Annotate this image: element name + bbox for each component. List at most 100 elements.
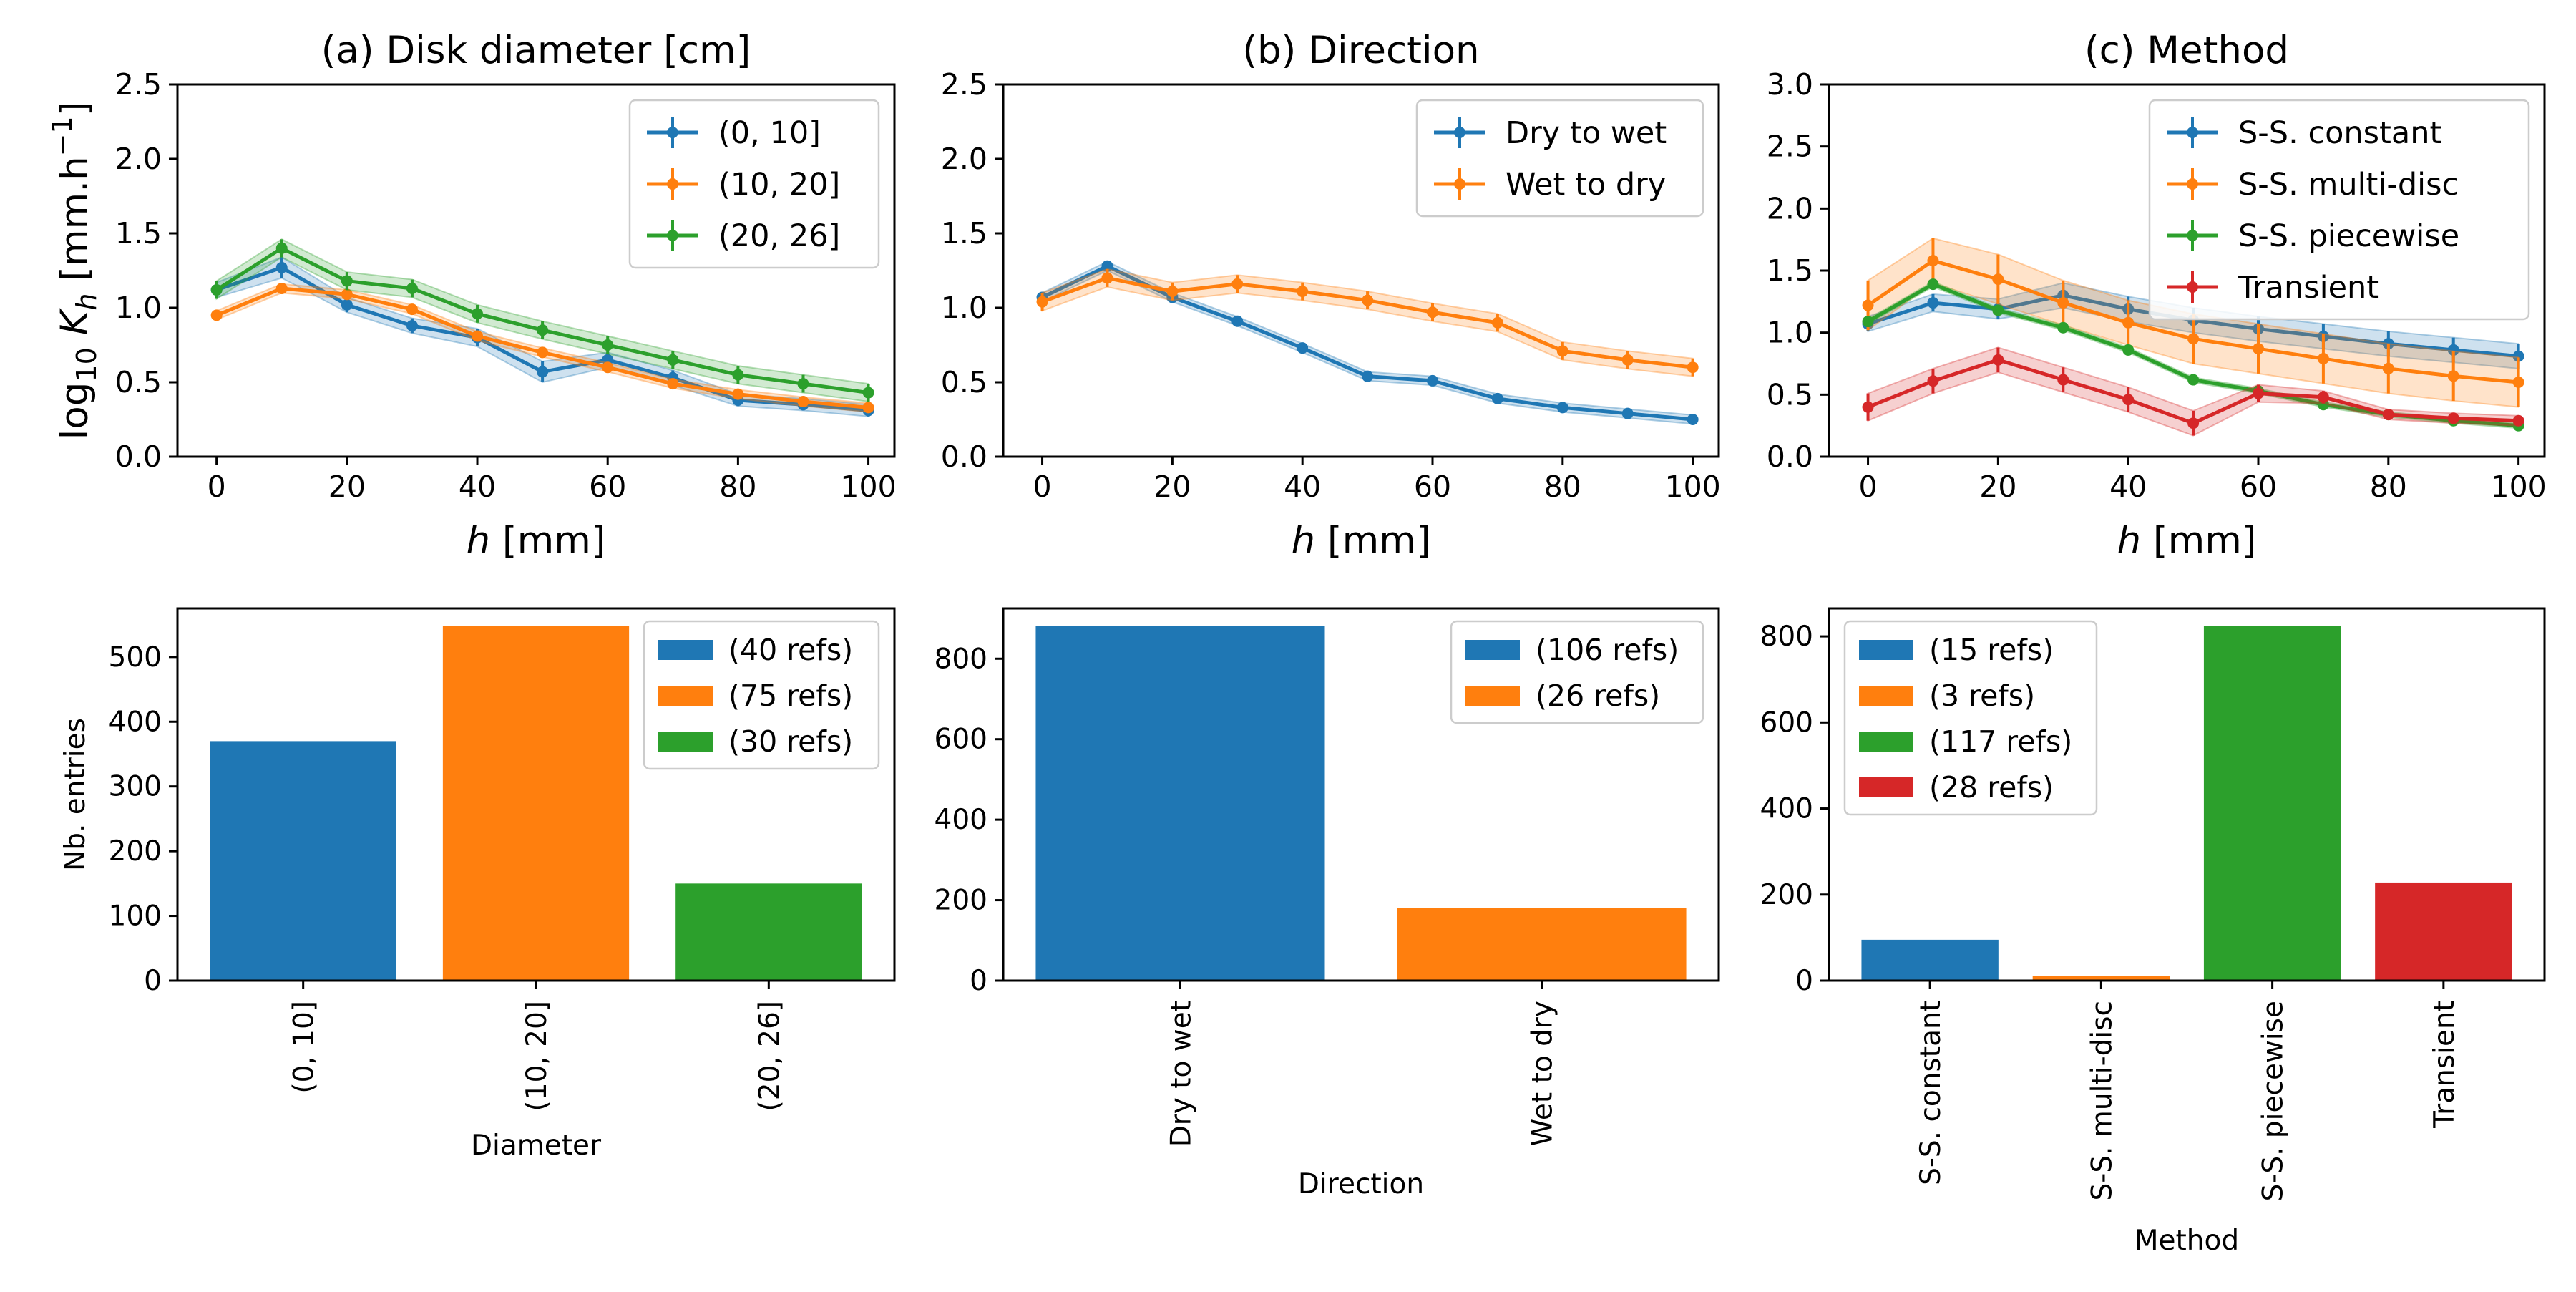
legend-entry: Dry to wet	[1434, 115, 1667, 151]
x-tick-label: (10, 20]	[521, 1001, 553, 1111]
legend-label: (0, 10]	[718, 115, 821, 151]
legend: (0, 10] (10, 20] (20, 26]	[628, 99, 880, 269]
data-point	[797, 378, 809, 390]
legend-marker	[667, 178, 678, 190]
legend-swatch	[1859, 640, 1913, 660]
bar	[1397, 908, 1687, 981]
data-point	[275, 261, 288, 273]
legend-entry: Wet to dry	[1434, 167, 1666, 203]
data-point	[2057, 321, 2069, 334]
y-axis-label: Nb. entries	[59, 718, 92, 871]
data-point	[1362, 370, 1374, 382]
data-point	[537, 366, 549, 378]
x-tick-label: 100	[840, 470, 896, 504]
legend-swatch	[1465, 640, 1520, 660]
y-tick-label: 2.5	[115, 67, 162, 102]
legend-swatch	[1859, 686, 1913, 706]
data-point	[2512, 377, 2524, 388]
data-point	[1992, 354, 2004, 366]
y-tick-label: 1.5	[941, 216, 987, 251]
data-point	[1166, 286, 1179, 298]
x-tick-label: S-S. piecewise	[2258, 1001, 2290, 1201]
data-point	[797, 396, 809, 408]
series-2	[1036, 268, 1699, 377]
data-point	[537, 324, 549, 336]
x-tick-label: 20	[1153, 470, 1191, 504]
bar	[1861, 939, 1999, 981]
y-tick-label: 2.0	[941, 142, 987, 176]
data-point	[406, 303, 418, 316]
data-point	[210, 309, 223, 321]
data-point	[1927, 255, 1939, 267]
x-tick-label: 0	[208, 470, 226, 504]
data-point	[1101, 272, 1113, 284]
data-point	[1427, 306, 1438, 319]
data-point	[341, 275, 353, 287]
bar	[675, 883, 862, 981]
y-tick-label: 400	[109, 706, 162, 738]
bar-panel-2: 0 200 400 600 800 Dry to wet Wet to dry Directi…	[935, 607, 1720, 1200]
axes-frame	[176, 83, 896, 458]
y-tick-label: 1.0	[115, 291, 162, 325]
y-tick-label: 0	[970, 965, 987, 997]
y-tick-label: 0	[1795, 965, 1813, 997]
y-tick-label: 600	[935, 724, 987, 756]
y-tick-label: 400	[1760, 793, 1813, 825]
x-axis-label-unit: [mm]	[2141, 519, 2256, 563]
bar	[2203, 626, 2341, 981]
x-tick-label: 60	[589, 470, 626, 504]
legend-entry: (40 refs)	[658, 633, 853, 667]
data-point	[1687, 361, 1699, 374]
legend-marker	[2187, 281, 2198, 293]
data-point	[275, 282, 288, 294]
x-axis-label: h [mm]	[466, 519, 605, 563]
x-tick-label: 80	[2370, 470, 2407, 504]
legend-entry: (106 refs)	[1465, 633, 1679, 667]
legend: S-S. constant S-S. multi-disc S-S. piecewi…	[2148, 99, 2530, 321]
legend-entry: (10, 20]	[647, 167, 840, 203]
y-tick-label: 2.0	[1767, 191, 1813, 225]
bar	[2032, 976, 2170, 981]
y-tick-label: 0.0	[115, 439, 162, 474]
data-point	[1621, 354, 1634, 366]
line-panel-3: 0 20 40 60 80 100 0.0 0.5 1.0 1.5 2.0 2.5 3.0 (c) Met…	[1767, 29, 2547, 563]
chart-title: (b) Direction	[1242, 29, 1479, 72]
legend-marker	[1454, 127, 1465, 138]
data-point	[2187, 417, 2200, 429]
y-tick-label: 0.5	[115, 365, 162, 399]
legend-entry: (117 refs)	[1859, 724, 2072, 759]
data-point	[1231, 315, 1244, 327]
legend-entry: (20, 26]	[647, 218, 840, 254]
legend-label: (3 refs)	[1929, 679, 2035, 713]
legend-label: (15 refs)	[1929, 633, 2054, 667]
data-point	[2317, 353, 2329, 365]
legend-marker	[2187, 230, 2198, 241]
y-tick-label: 0.5	[941, 365, 987, 399]
x-axis-label-unit: [mm]	[1315, 519, 1430, 563]
data-point	[667, 378, 679, 390]
legend-box	[1415, 99, 1704, 218]
data-point	[2122, 316, 2135, 329]
legend-label: (117 refs)	[1929, 724, 2072, 759]
legend-entry: (15 refs)	[1859, 633, 2054, 667]
data-point	[1362, 294, 1374, 306]
data-point	[1556, 402, 1568, 414]
bar-panel-3: 0 200 400 600 800 S-S. constant S-S. multi-dis…	[1760, 607, 2546, 1257]
legend-label: (106 refs)	[1536, 633, 1679, 667]
data-point	[1101, 260, 1113, 272]
line-panel-2: 0 20 40 60 80 100 0.0 0.5 1.0 1.5 2.0 2.5 (b) Direct…	[941, 29, 1721, 563]
legend-swatch	[658, 686, 713, 706]
x-tick-label: 40	[459, 470, 496, 504]
x-axis-label-var: h	[2117, 519, 2141, 563]
legend-entry: (26 refs)	[1465, 679, 1660, 713]
legend-entry: S-S. piecewise	[2167, 218, 2459, 254]
legend-label: Wet to dry	[1506, 167, 1666, 203]
chart-title: (c) Method	[2084, 29, 2289, 72]
data-point	[1491, 316, 1503, 329]
x-axis-label: Method	[2135, 1225, 2239, 1257]
x-tick-label: (0, 10]	[288, 1001, 321, 1094]
data-point	[1491, 392, 1503, 404]
legend-marker	[1454, 178, 1465, 190]
x-tick-label: S-S. multi-disc	[2086, 1001, 2118, 1200]
